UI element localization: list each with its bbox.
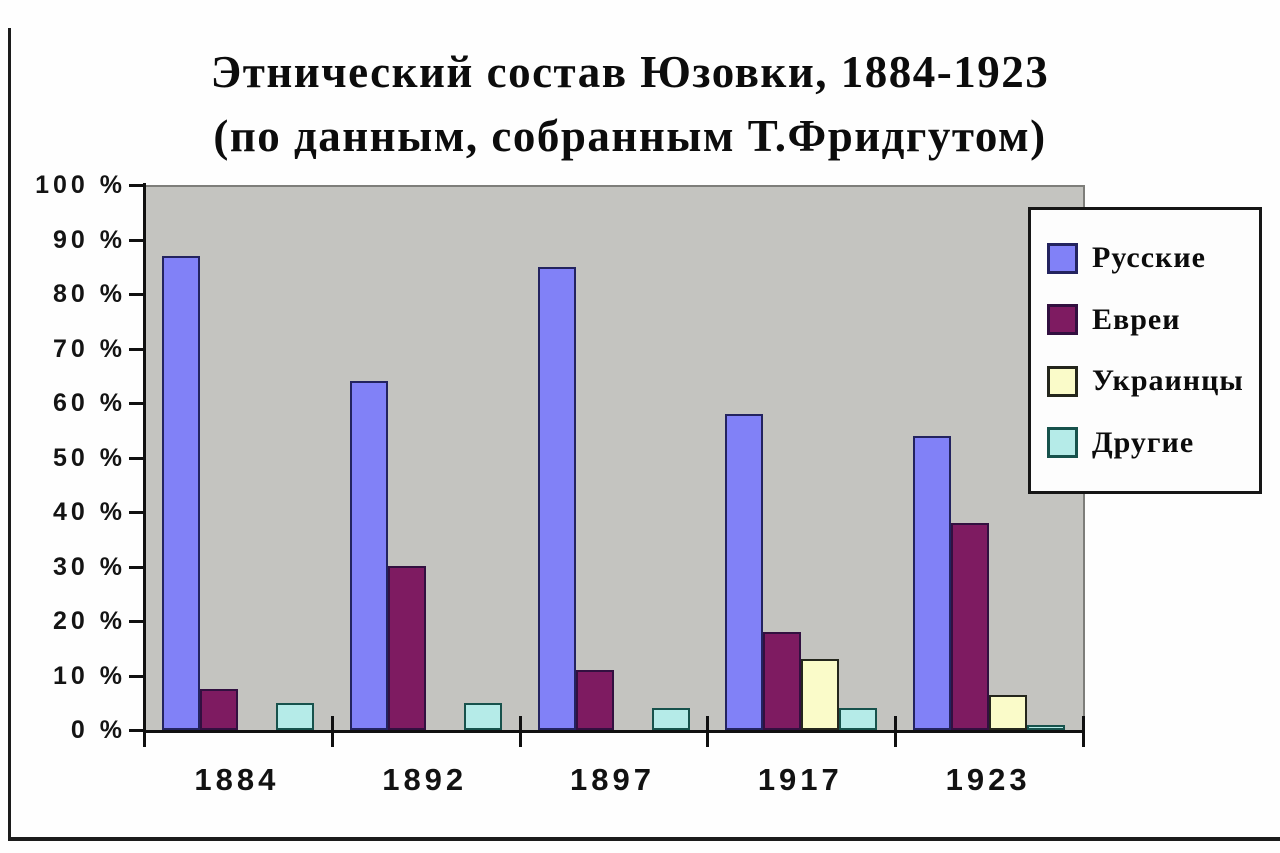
x-axis-label: 1892: [382, 762, 468, 797]
y-tick-label: 20 %: [53, 607, 126, 635]
x-tick: [143, 716, 146, 747]
legend-swatch-ukrainians: [1047, 365, 1078, 397]
y-tick: [129, 674, 146, 678]
y-tick: [129, 347, 146, 351]
legend-swatch-others: [1047, 427, 1078, 459]
y-tick-label: 50 %: [53, 443, 126, 472]
legend-label-russians: Русские: [1092, 241, 1206, 275]
y-tick: [129, 729, 146, 732]
bar-ukrainians-1917: [801, 659, 840, 730]
bar-others-1884: [276, 703, 314, 730]
y-tick-label: 90 %: [53, 225, 126, 254]
bar-others-1917: [839, 708, 878, 730]
page-frame-left: [8, 28, 11, 841]
bar-others-1897: [651, 708, 690, 730]
x-axis-label: 1897: [570, 762, 655, 797]
bar-russians-1917: [725, 414, 764, 730]
y-tick-label: 60 %: [53, 389, 126, 417]
y-tick-label: 80 %: [53, 280, 126, 308]
x-axis-label: 1884: [194, 762, 280, 797]
y-tick-label: 70 %: [53, 334, 126, 363]
legend-item-ukrainians: Украинцы: [1047, 364, 1255, 398]
legend-item-jews: Евреи: [1047, 303, 1255, 337]
bar-jews-1884: [200, 689, 238, 730]
bar-jews-1923: [951, 523, 990, 730]
y-tick-label: 40 %: [53, 498, 126, 526]
legend-label-ukrainians: Украинцы: [1092, 364, 1244, 398]
title-block: Этнический состав Юзовки, 1884-1923 (по …: [20, 40, 1240, 168]
y-tick-label: 100 %: [35, 171, 126, 199]
x-tick: [706, 716, 710, 747]
y-tick: [129, 238, 146, 242]
bar-russians-1884: [162, 256, 200, 730]
x-tick: [518, 716, 522, 747]
bar-russians-1897: [537, 267, 576, 730]
legend-label-others: Другие: [1092, 425, 1195, 459]
legend: Русские Евреи Украинцы Другие: [1028, 207, 1262, 494]
bar-jews-1917: [763, 632, 802, 730]
bar-jews-1892: [387, 566, 426, 730]
bar-ukrainians-1923: [989, 695, 1028, 730]
y-tick: [129, 402, 146, 405]
bar-russians-1892: [349, 381, 388, 730]
x-tick: [894, 716, 898, 747]
legend-item-others: Другие: [1047, 426, 1255, 460]
legend-swatch-russians: [1047, 242, 1078, 274]
x-axis-label: 1917: [757, 762, 843, 797]
chart-title: Этнический состав Юзовки, 1884-1923: [210, 47, 1050, 97]
legend-label-jews: Евреи: [1092, 302, 1181, 336]
y-tick-label: 10 %: [53, 661, 126, 690]
y-tick: [129, 184, 146, 187]
y-tick: [129, 620, 146, 623]
y-tick-label: 0 %: [70, 716, 126, 744]
y-tick-label: 30 %: [53, 552, 126, 581]
y-tick: [129, 293, 146, 296]
legend-item-russians: Русские: [1047, 241, 1255, 275]
bar-others-1923: [1027, 725, 1066, 730]
bar-russians-1923: [913, 436, 952, 730]
x-tick: [330, 716, 334, 747]
y-tick: [129, 565, 146, 569]
x-axis-line: [143, 730, 1085, 733]
legend-swatch-jews: [1047, 304, 1078, 336]
y-tick: [129, 511, 146, 514]
y-tick: [129, 456, 146, 460]
x-tick: [1082, 716, 1085, 747]
bar-others-1892: [463, 703, 502, 730]
bar-jews-1897: [575, 670, 614, 730]
page-frame-bottom: [8, 837, 1280, 841]
x-axis-label: 1923: [945, 762, 1031, 797]
chart-subtitle: (по данным, собранным Т.Фридгутом): [213, 111, 1047, 161]
